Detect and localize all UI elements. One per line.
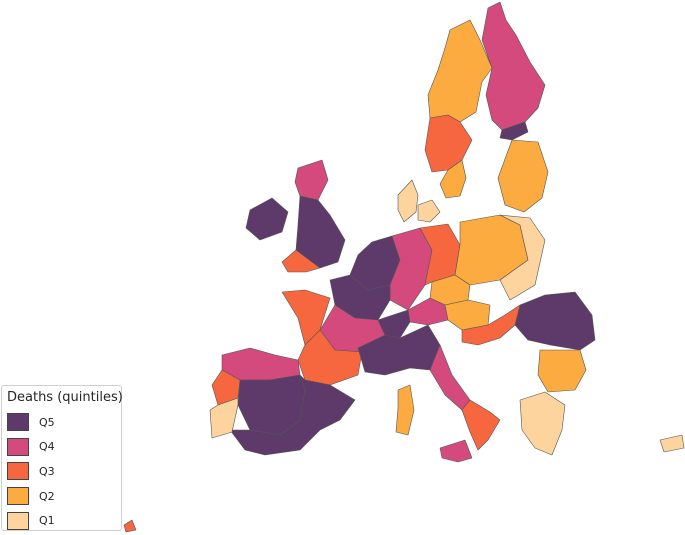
legend-item-q3: Q3 <box>7 459 121 484</box>
legend-item-q2: Q2 <box>7 484 121 509</box>
legend-label-q1: Q1 <box>39 514 55 528</box>
region-england <box>295 195 346 269</box>
region-sardinia <box>395 384 415 436</box>
region-cyprus <box>659 434 685 453</box>
legend-swatch-q5 <box>7 413 29 432</box>
legend-swatch-q2 <box>7 487 29 506</box>
legend-label-q5: Q5 <box>39 415 55 429</box>
region-wales-southwest <box>281 249 321 273</box>
region-serbia-croatia <box>461 304 521 346</box>
region-finland-north <box>481 1 546 131</box>
region-baltics <box>497 139 549 213</box>
legend-swatch-q1 <box>7 511 29 530</box>
region-romania <box>514 291 596 351</box>
region-bulgaria <box>537 349 587 393</box>
region-sicily <box>439 439 473 463</box>
region-greece <box>519 391 566 456</box>
legend-item-q1: Q1 <box>7 508 121 533</box>
legend-item-q4: Q4 <box>7 435 121 460</box>
region-portugal <box>209 397 239 439</box>
region-poland-east <box>499 214 546 301</box>
region-spain-east <box>229 374 356 456</box>
region-italy-central <box>429 344 471 411</box>
region-iceland <box>123 519 137 533</box>
legend-label-q4: Q4 <box>39 440 55 454</box>
legend-swatch-q4 <box>7 437 29 456</box>
legend-title: Deaths (quintiles) <box>7 390 123 405</box>
legend-swatch-q3 <box>7 462 29 481</box>
legend-label-q3: Q3 <box>39 464 55 478</box>
map-legend: Deaths (quintiles) Q5 Q4 Q3 Q2 Q1 <box>1 385 123 533</box>
region-denmark <box>417 199 441 223</box>
region-sweden-north <box>427 19 493 123</box>
region-norway-south <box>397 179 419 223</box>
region-finland-south <box>499 121 529 141</box>
region-germany-west <box>389 227 433 311</box>
region-scotland <box>294 159 329 201</box>
region-ireland <box>245 197 289 241</box>
region-portugal-north <box>211 369 241 406</box>
legend-item-q5: Q5 <box>7 410 121 435</box>
region-switzerland-alps <box>377 309 411 339</box>
region-sweden-central <box>424 114 473 173</box>
region-sweden-south <box>439 159 467 199</box>
region-hungary <box>444 299 491 331</box>
legend-label-q2: Q2 <box>39 489 55 503</box>
region-spain-north <box>221 347 301 381</box>
region-italy-south <box>461 399 501 451</box>
